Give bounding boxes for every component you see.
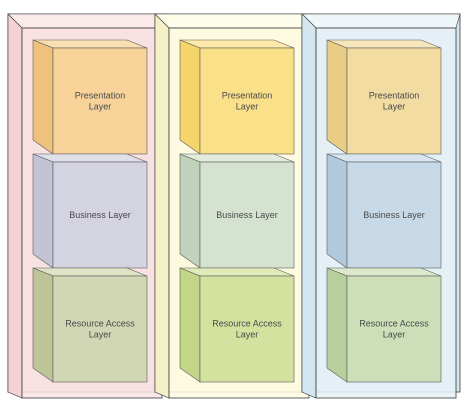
layer-label-line: Layer <box>89 102 112 112</box>
block-side-face <box>179 267 201 383</box>
layer-label-line: Business Layer <box>363 210 425 220</box>
layer-label-line: Layer <box>383 330 406 340</box>
block-side-face <box>326 267 348 383</box>
block-side-face <box>179 153 201 269</box>
layer-label-line: Business Layer <box>216 210 278 220</box>
layer-label-line: Resource Access <box>212 319 282 329</box>
block-front-face <box>199 275 295 383</box>
block-front-face <box>52 161 148 269</box>
block-front-face <box>346 161 442 269</box>
layer-label-line: Layer <box>383 102 406 112</box>
block-side-face <box>32 267 54 383</box>
block-side-face <box>179 39 201 155</box>
layer-label-line: Layer <box>236 102 259 112</box>
column-panel-side <box>154 13 170 399</box>
layer-label-line: Presentation <box>75 91 126 101</box>
column-panel-top <box>154 13 314 29</box>
layer-block-business: Business Layer <box>32 153 148 269</box>
block-side-face <box>32 153 54 269</box>
block-front-face <box>346 47 442 155</box>
column-panel-top <box>7 13 167 29</box>
layer-label-line: Resource Access <box>65 319 135 329</box>
layer-block-business: Business Layer <box>179 153 295 269</box>
layer-block-business: Business Layer <box>326 153 442 269</box>
column-panel-side <box>7 13 23 399</box>
block-front-face <box>346 275 442 383</box>
layer-label-line: Layer <box>236 330 259 340</box>
block-front-face <box>199 47 295 155</box>
layer-label-line: Presentation <box>369 91 420 101</box>
block-front-face <box>199 161 295 269</box>
block-side-face <box>326 39 348 155</box>
column-panel-side <box>301 13 317 399</box>
block-front-face <box>52 275 148 383</box>
block-side-face <box>32 39 54 155</box>
layer-label-line: Resource Access <box>359 319 429 329</box>
layer-label-line: Business Layer <box>69 210 131 220</box>
block-side-face <box>326 153 348 269</box>
column-panel-top <box>301 13 461 29</box>
layer-label-line: Presentation <box>222 91 273 101</box>
layer-label-line: Layer <box>89 330 112 340</box>
